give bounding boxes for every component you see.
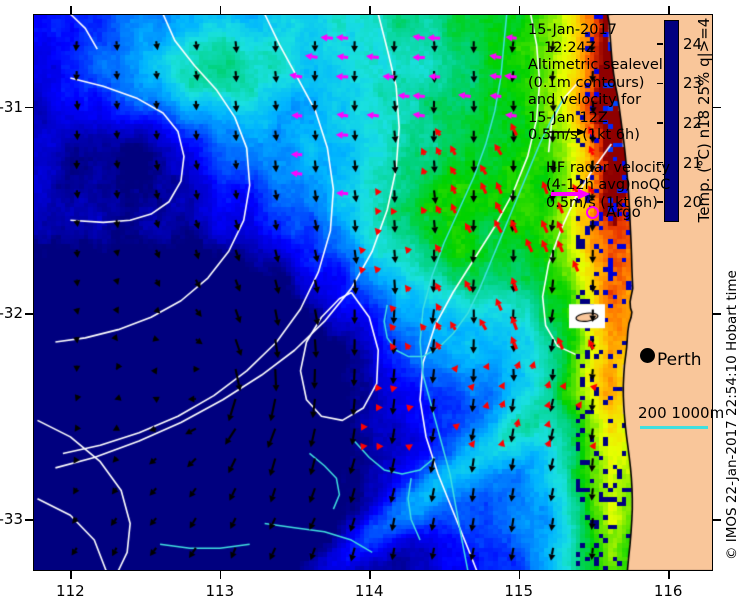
legend-hf-line3: 0.5m/s (1kt 6h): [546, 194, 658, 211]
colorbar-tick-label: 23: [683, 74, 703, 93]
legend-date: 15-Jan-2017: [528, 22, 617, 38]
y-axis-tick-label: -31: [0, 97, 23, 116]
perth-city-marker-icon: [640, 348, 655, 363]
argo-ring-icon: [586, 205, 599, 219]
colorbar-title: Temp. (°C) n18 25% q|>=4: [695, 17, 713, 223]
x-axis-tick-top: [369, 6, 371, 14]
map-plot-area[interactable]: [33, 14, 713, 571]
colorbar-tick: [657, 43, 663, 45]
colorbar-tick-label: 22: [683, 113, 703, 132]
legend-line7: 0.5m/s (1kt 6h): [528, 127, 640, 143]
x-axis-tick-top: [70, 6, 72, 14]
colorbar-tick-label: 24: [683, 34, 703, 53]
colorbar-tick-label: 20: [683, 193, 703, 212]
colorbar-tick: [657, 122, 663, 124]
legend-text-block: 15-Jan-2017 12:24Z Altimetric sealevel (…: [522, 22, 670, 212]
bathymetry-scale-line: [640, 426, 708, 429]
x-axis-tick-top: [219, 6, 222, 14]
y-axis-tick: [25, 519, 33, 521]
x-axis-tick-top: [668, 6, 670, 14]
velocity-vector-layer: [33, 14, 713, 571]
x-axis-tick-label: 116: [653, 582, 683, 600]
colorbar-tick: [657, 201, 663, 203]
legend-line4: (0.1m contours): [528, 74, 645, 91]
legend-hf-line1: HF radar velocity: [546, 159, 671, 176]
x-axis-tick: [369, 571, 371, 579]
legend-line3: Altimetric sealevel: [528, 57, 663, 73]
legend-line5: and velocity for: [528, 92, 642, 108]
y-axis-tick-label: -33: [0, 510, 23, 529]
argo-legend-entry: Argo: [586, 203, 641, 221]
colorbar-tick: [657, 161, 663, 164]
x-axis-tick-top: [518, 6, 521, 14]
perth-city-label: Perth: [657, 350, 702, 370]
legend-line6: 15-Jan 12Z: [528, 109, 608, 126]
legend-hf-line2: (4-12h avg)noQC: [546, 177, 671, 193]
hf-radar-velocity-scale-arrow-icon: [551, 188, 590, 200]
argo-legend-label: Argo: [606, 203, 641, 221]
x-axis-tick-label: 112: [56, 582, 85, 600]
bathymetry-scale-labels: 200 1000m: [638, 404, 725, 422]
x-axis-tick: [70, 571, 72, 579]
altimetric-velocity-scale-arrow-icon: [549, 128, 586, 136]
y-axis-tick: [25, 313, 33, 315]
x-axis-tick: [668, 571, 670, 579]
x-axis-tick: [518, 571, 521, 579]
x-axis-tick-label: 113: [205, 582, 235, 600]
x-axis-tick-label: 114: [354, 582, 384, 600]
y-axis-tick-right: [713, 106, 721, 109]
colorbar: [664, 20, 679, 222]
y-axis-tick-right: [713, 313, 721, 315]
x-axis-tick: [219, 571, 222, 579]
y-axis-tick: [25, 106, 33, 109]
colorbar-tick-label: 21: [683, 153, 703, 172]
y-axis-tick-right: [713, 519, 721, 521]
legend-time: 12:24Z: [544, 39, 596, 56]
x-axis-tick-label: 115: [504, 582, 534, 600]
imos-credit-text: © IMOS 22-Jan-2017 22:54:10 Hobart time: [724, 270, 740, 560]
colorbar-tick: [657, 82, 663, 85]
y-axis-tick-label: -32: [0, 304, 23, 323]
